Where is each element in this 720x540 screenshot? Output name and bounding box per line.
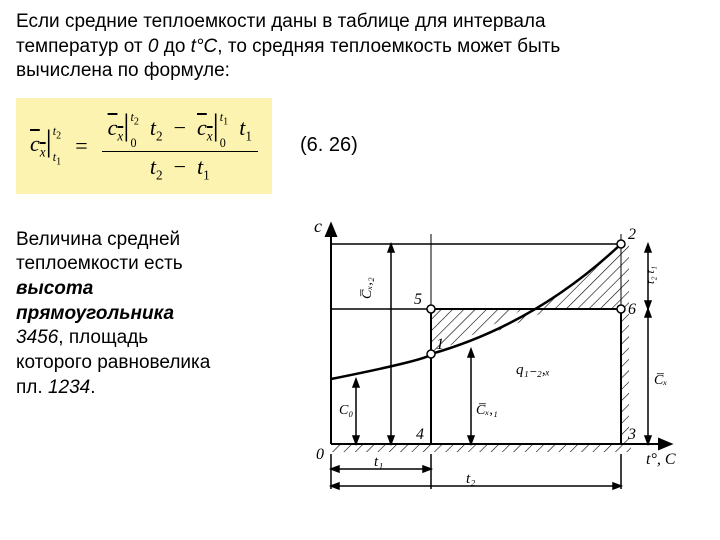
intro-zero: 0	[148, 36, 159, 57]
svg-text:5: 5	[414, 291, 422, 308]
formula-lhs: cx|t2t1	[30, 124, 61, 167]
intro-line2c: , то средняя теплоемкость может быть	[217, 36, 560, 57]
svg-text:0: 0	[316, 446, 324, 463]
intro-line3: вычислена по формуле:	[16, 60, 230, 81]
intro-line2b: до	[158, 36, 190, 57]
formula-eq: =	[75, 133, 87, 159]
svg-text:C̅ₓ,₂: C̅ₓ,₂	[360, 277, 375, 299]
svg-text:t₁: t₁	[374, 454, 383, 470]
svg-text:t°, C: t°, C	[646, 451, 676, 468]
formula-rhs: cx|t20 t2 − cx|t10 t1 t2 − t1	[102, 106, 258, 186]
formula-row: cx|t2t1 = cx|t20 t2 − cx|t10 t1 t2 − t1 …	[16, 98, 704, 194]
svg-text:6: 6	[628, 301, 636, 318]
svg-text:3: 3	[627, 426, 636, 443]
svg-text:q₁₋₂,ₓ: q₁₋₂,ₓ	[516, 362, 550, 378]
intro-tc: t°С	[191, 36, 218, 57]
formula-number: (6. 26)	[300, 134, 358, 157]
svg-text:c: c	[314, 216, 322, 236]
svg-text:t₂: t₂	[466, 471, 475, 487]
svg-text:C̅ₓ: C̅ₓ	[654, 373, 667, 388]
svg-text:2: 2	[628, 226, 636, 243]
intro-line1: Если средние теплоемкости даны в таблице…	[16, 11, 546, 32]
svg-text:C̅ₓ,₁: C̅ₓ,₁	[476, 403, 498, 418]
intro-line2a: температур от	[16, 36, 148, 57]
svg-text:C₀: C₀	[339, 403, 353, 418]
svg-text:4: 4	[416, 426, 424, 443]
intro-text: Если средние теплоемкости даны в таблице…	[16, 10, 704, 84]
svg-text:1: 1	[436, 336, 444, 353]
formula-box: cx|t2t1 = cx|t20 t2 − cx|t10 t1 t2 − t1	[16, 98, 272, 194]
svg-text:t₂ t₁: t₂ t₁	[643, 266, 657, 284]
bottom-row: Величина средней теплоемкости есть высот…	[16, 214, 704, 499]
heat-capacity-diagram: c t°, C 0	[276, 214, 704, 499]
caption-text: Величина средней теплоемкости есть высот…	[16, 214, 266, 499]
